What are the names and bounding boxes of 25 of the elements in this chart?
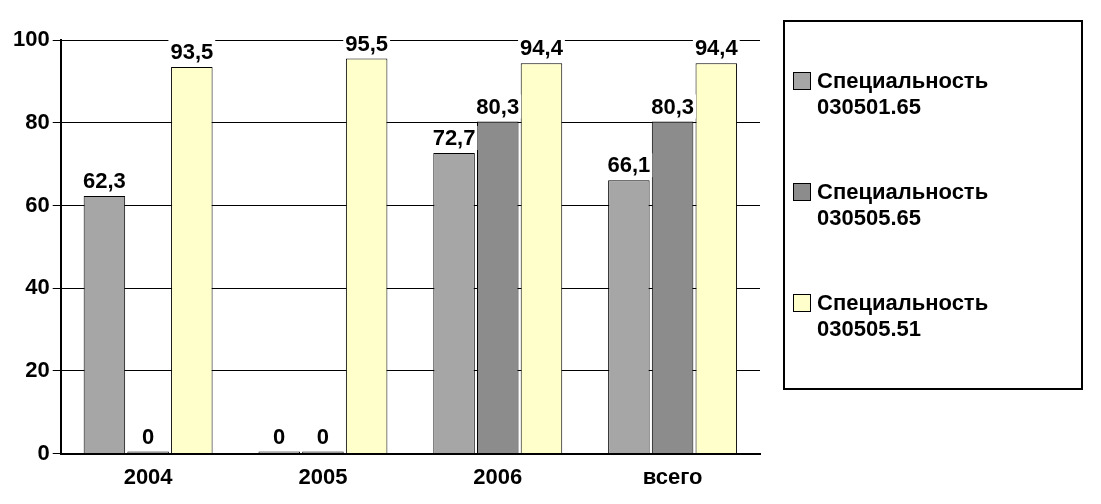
data-label: 66,1: [607, 152, 651, 178]
data-label: 80,3: [651, 93, 694, 119]
x-tick-label: 2005: [298, 463, 348, 489]
data-label: 0: [273, 423, 286, 449]
y-tick-label: 0: [37, 439, 50, 465]
data-label: 94,4: [520, 35, 564, 61]
x-tick-label: 2004: [123, 463, 174, 489]
legend-label: Специальность 030505.65: [817, 178, 990, 231]
data-label: 0: [141, 423, 155, 449]
data-label: 95,5: [345, 30, 389, 56]
y-tick-label: 100: [12, 26, 50, 52]
data-label: 80,3: [476, 93, 520, 119]
y-tick-label: 40: [25, 274, 50, 300]
data-label: 94,4: [694, 35, 739, 61]
y-tick-label: 80: [25, 108, 50, 134]
legend-label: Специальность 030501.65: [817, 67, 990, 120]
x-tick-label: всего: [642, 463, 703, 489]
data-label: 72,7: [432, 124, 476, 150]
y-tick-label: 60: [25, 191, 50, 217]
y-tick-label: 20: [25, 356, 50, 382]
x-tick-label: 2006: [473, 463, 523, 489]
legend-label: Специальность 030505.51: [817, 290, 990, 343]
data-label: 93,5: [170, 38, 214, 64]
data-label: 62,3: [83, 167, 126, 193]
data-label: 0: [316, 423, 330, 449]
